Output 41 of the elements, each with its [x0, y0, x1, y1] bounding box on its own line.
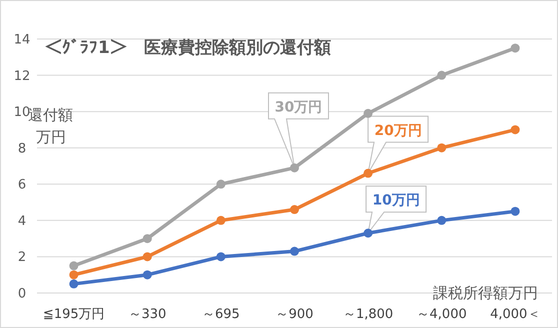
point	[290, 163, 299, 172]
x-tick-label: ～4,000	[416, 307, 467, 322]
y-axis-title: 還付額万円	[28, 106, 73, 146]
point	[437, 143, 446, 152]
y-tick-label: 14	[14, 32, 30, 48]
x-tick-label: ～695	[202, 307, 240, 322]
y-tick-label: 6	[18, 178, 26, 193]
point	[437, 70, 446, 80]
y-tick-label: 12	[14, 68, 30, 84]
point	[69, 270, 78, 280]
point	[290, 205, 299, 214]
point	[142, 234, 152, 244]
x-tick-label: ～330	[128, 307, 166, 322]
point	[364, 108, 373, 118]
y-tick-label: 0	[18, 286, 26, 302]
y-tick-label: 2	[18, 250, 26, 266]
point	[69, 261, 78, 270]
x-tick-label: ～900	[276, 307, 314, 322]
x-tick-label: ≦195万円	[42, 307, 105, 322]
series-label: 20万円	[374, 122, 422, 139]
y-tick-label: 8	[18, 141, 26, 156]
point	[216, 252, 226, 262]
point	[142, 270, 152, 280]
series-label: 10万円	[372, 192, 420, 209]
x-axis-title: 課税所得額万円	[433, 284, 538, 302]
series-label: 30万円	[274, 99, 322, 116]
point	[69, 279, 78, 288]
point	[437, 216, 446, 225]
x-tick-label: ～1,800	[342, 307, 394, 322]
point	[216, 180, 226, 189]
chart-title: ＜ｸﾞﾗﾌ1＞ 医療費控除額別の還付額	[45, 38, 331, 58]
point	[364, 168, 373, 178]
point	[510, 44, 520, 53]
point	[510, 206, 520, 216]
point	[142, 252, 152, 262]
x-tick-label: 4,000＜	[490, 307, 540, 322]
point	[290, 246, 299, 256]
point	[510, 125, 520, 134]
point	[216, 216, 226, 225]
y-tick-label: 4	[18, 214, 26, 229]
point	[364, 228, 373, 238]
